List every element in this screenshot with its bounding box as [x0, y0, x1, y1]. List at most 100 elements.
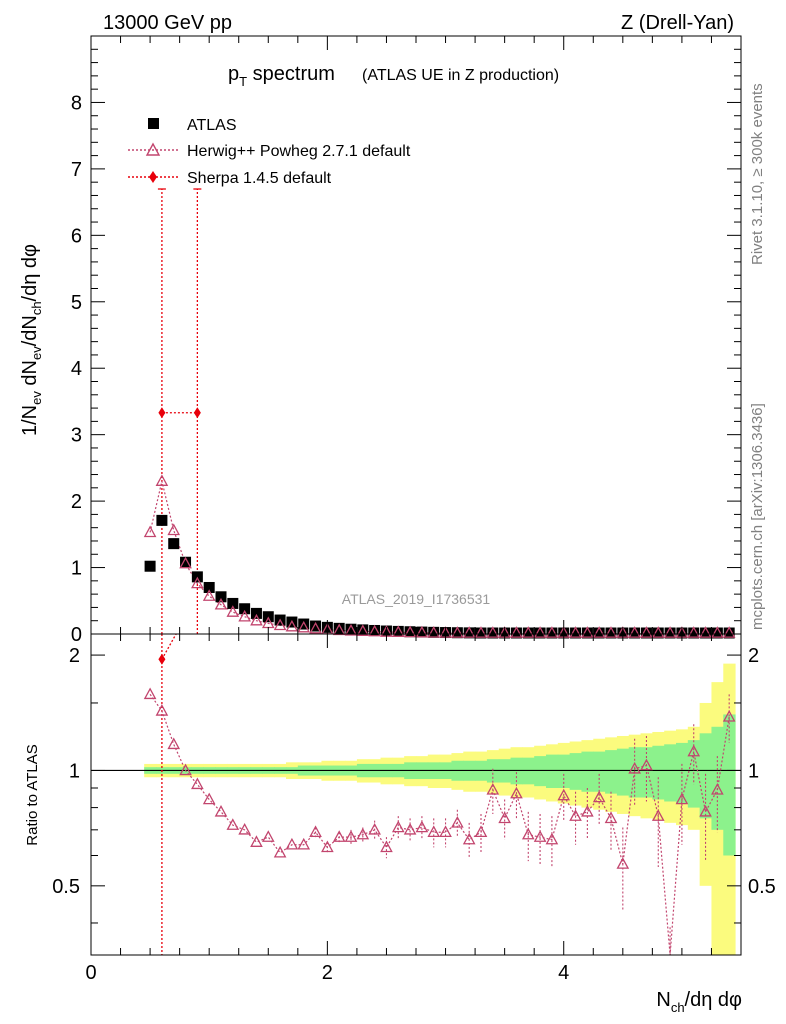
herwig-point — [486, 626, 500, 638]
energy-label: 13000 GeV pp — [103, 12, 232, 34]
atlas-point — [723, 627, 735, 639]
herwig-ratio-point — [332, 830, 346, 842]
atlas-point — [345, 623, 357, 635]
herwig-ratio-point — [415, 820, 429, 833]
herwig-point — [640, 626, 653, 638]
legend-atlas-label: ATLAS — [187, 117, 237, 134]
atlas-point — [168, 538, 180, 550]
herwig-ratio-point — [711, 782, 724, 795]
herwig-ratio-point — [344, 830, 358, 842]
herwig-ratio-point — [155, 704, 169, 716]
ratio-stat-band — [557, 754, 571, 788]
ratio-ticks: 0.5 0.5 1 1 2 2 0 2 4 — [52, 634, 776, 984]
ratio-stat-band — [664, 744, 677, 802]
herwig-ratio-point — [474, 825, 488, 837]
ratio-stat-band — [534, 756, 547, 787]
sherpa-ratio-line — [161, 633, 177, 660]
herwig-point — [214, 597, 228, 610]
atlas-point — [357, 624, 369, 636]
ratio-stat-band — [723, 714, 736, 856]
atlas-point — [239, 603, 251, 615]
herwig-point — [533, 626, 547, 638]
ratio-xtick-label: 4 — [558, 962, 569, 984]
legend-herwig-label: Herwig++ Powheg 2.7.1 default — [187, 143, 411, 160]
herwig-ratio-line — [149, 693, 730, 956]
herwig-point — [722, 626, 736, 638]
svg-text:1/Nev dNev/dNch/dη dφ: 1/Nev dNev/dNch/dη dφ — [19, 244, 44, 436]
ratio-data-layer — [91, 633, 741, 956]
ratio-ytick-label-right: 1 — [748, 760, 759, 782]
atlas-point — [487, 627, 499, 639]
herwig-point — [415, 625, 429, 638]
herwig-ratio-point — [427, 825, 441, 837]
herwig-point — [155, 474, 169, 486]
herwig-ratio-point — [581, 804, 594, 817]
herwig-ratio-point — [226, 818, 240, 830]
herwig-point — [699, 626, 712, 638]
herwig-point — [427, 626, 441, 638]
herwig-ratio-point — [285, 837, 299, 850]
herwig-ratio-point — [391, 820, 405, 833]
herwig-ratio-point — [403, 822, 417, 835]
herwig-ratio-point — [687, 744, 701, 757]
herwig-point — [403, 625, 417, 638]
sherpa-point — [193, 407, 201, 419]
atlas-point — [404, 626, 416, 638]
atlas-point — [144, 560, 156, 572]
main-ytick-label: 8 — [71, 92, 82, 114]
herwig-ratio-point — [451, 815, 464, 828]
herwig-ratio-point — [486, 782, 500, 795]
ratio-ytick-label: 2 — [69, 645, 80, 667]
herwig-point — [297, 620, 311, 633]
atlas-point — [180, 556, 192, 568]
herwig-ratio-point — [592, 790, 606, 803]
herwig-point — [273, 618, 287, 631]
atlas-point — [711, 627, 723, 639]
main-ytick-label: 0 — [71, 624, 82, 646]
main-ytick-label: 2 — [71, 491, 82, 513]
ratio-stat-band — [605, 750, 618, 794]
atlas-point — [581, 627, 593, 639]
rivet-label: Rivet 3.1.10, ≥ 300k events — [749, 83, 766, 265]
mcplots-label: mcplots.cern.ch [arXiv:1306.3436] — [749, 403, 766, 630]
herwig-point — [628, 626, 641, 638]
herwig-ratio-point — [321, 840, 334, 853]
sherpa-ratio-point — [158, 653, 166, 665]
herwig-ratio-point — [521, 827, 535, 840]
herwig-ratio-point — [545, 832, 559, 845]
title-p: p — [228, 63, 239, 85]
atlas-point — [463, 627, 475, 639]
herwig-point — [604, 626, 618, 638]
herwig-point — [368, 624, 381, 637]
legend-atlas-marker — [148, 118, 159, 129]
herwig-ratio-point — [368, 822, 381, 835]
atlas-point — [392, 625, 404, 637]
herwig-ratio-point — [202, 792, 216, 805]
herwig-ratio-point — [309, 825, 322, 837]
main-ytick-label: 5 — [71, 292, 82, 314]
herwig-point — [202, 589, 216, 601]
legend-herwig: Herwig++ Powheg 2.7.1 default — [128, 142, 411, 160]
main-data-layer — [143, 188, 736, 639]
herwig-point — [651, 626, 665, 638]
atlas-point — [451, 627, 463, 639]
atlas-point — [640, 627, 652, 639]
herwig-ratio-point — [191, 777, 204, 790]
atlas-point — [298, 618, 310, 630]
herwig-point — [250, 613, 263, 626]
legend: ATLAS Herwig++ Powheg 2.7.1 default Sher… — [128, 117, 411, 187]
herwig-ratio-point — [533, 830, 547, 842]
herwig-ratio-point — [651, 809, 665, 821]
herwig-ratio-point — [179, 763, 192, 776]
ratio-stat-band — [546, 754, 559, 788]
herwig-ratio-point — [439, 825, 452, 837]
herwig-point — [179, 556, 192, 569]
herwig-point — [711, 626, 724, 638]
herwig-point — [462, 626, 476, 638]
herwig-point — [545, 626, 559, 638]
herwig-point — [391, 625, 405, 637]
ratio-stat-band — [652, 745, 665, 800]
ratio-stat-band — [711, 726, 724, 830]
herwig-point — [356, 624, 370, 636]
